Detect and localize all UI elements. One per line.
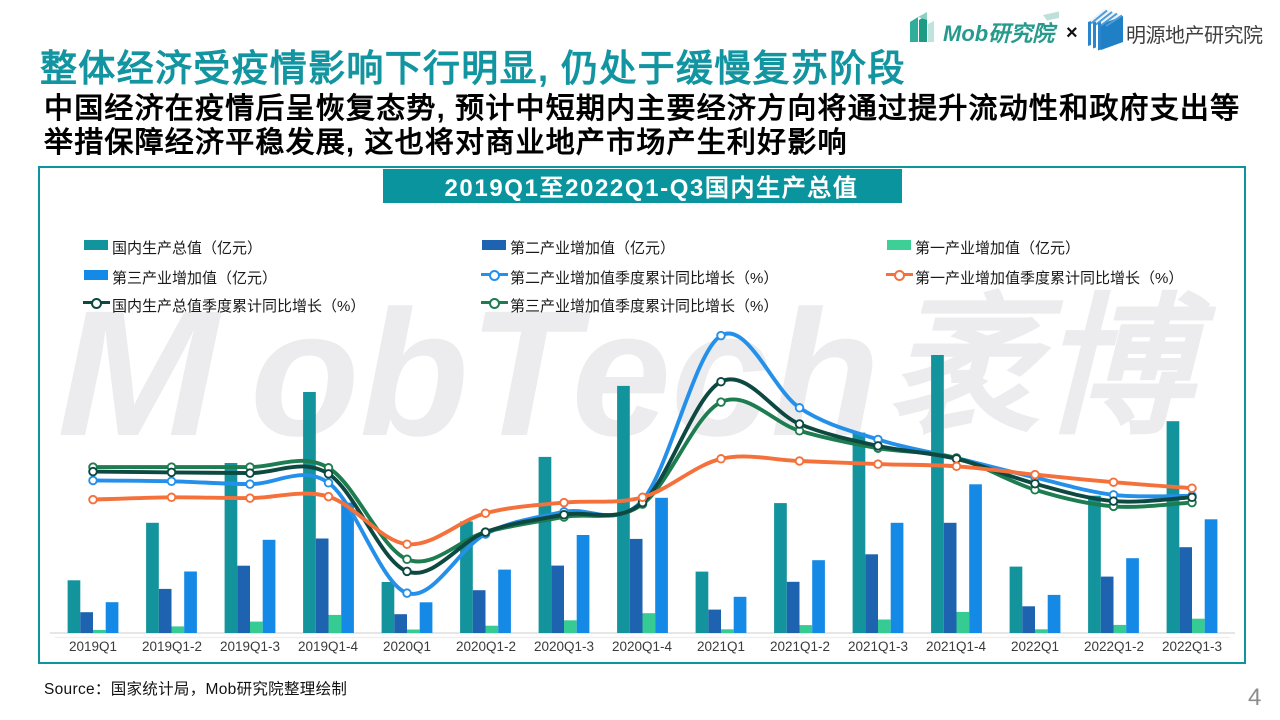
svg-text:2019Q1: 2019Q1 <box>69 639 117 654</box>
svg-text:2021Q1-4: 2021Q1-4 <box>926 639 987 654</box>
svg-text:2021Q1-2: 2021Q1-2 <box>770 639 830 654</box>
svg-text:2019Q1-2: 2019Q1-2 <box>142 639 202 654</box>
svg-text:Mob研究院: Mob研究院 <box>943 21 1058 46</box>
svg-text:2019Q1-3: 2019Q1-3 <box>220 639 280 654</box>
svg-text:2021Q1-3: 2021Q1-3 <box>848 639 908 654</box>
svg-text:2020Q1: 2020Q1 <box>383 639 431 654</box>
svg-text:2022Q1-2: 2022Q1-2 <box>1084 639 1144 654</box>
svg-text:2021Q1: 2021Q1 <box>697 639 745 654</box>
svg-text:2020Q1-3: 2020Q1-3 <box>534 639 594 654</box>
svg-text:2022Q1: 2022Q1 <box>1011 639 1059 654</box>
svg-text:2022Q1-3: 2022Q1-3 <box>1162 639 1222 654</box>
svg-text:2019Q1-4: 2019Q1-4 <box>298 639 359 654</box>
svg-text:2020Q1-4: 2020Q1-4 <box>612 639 673 654</box>
svg-text:2020Q1-2: 2020Q1-2 <box>456 639 516 654</box>
svg-text:×: × <box>1066 22 1078 44</box>
